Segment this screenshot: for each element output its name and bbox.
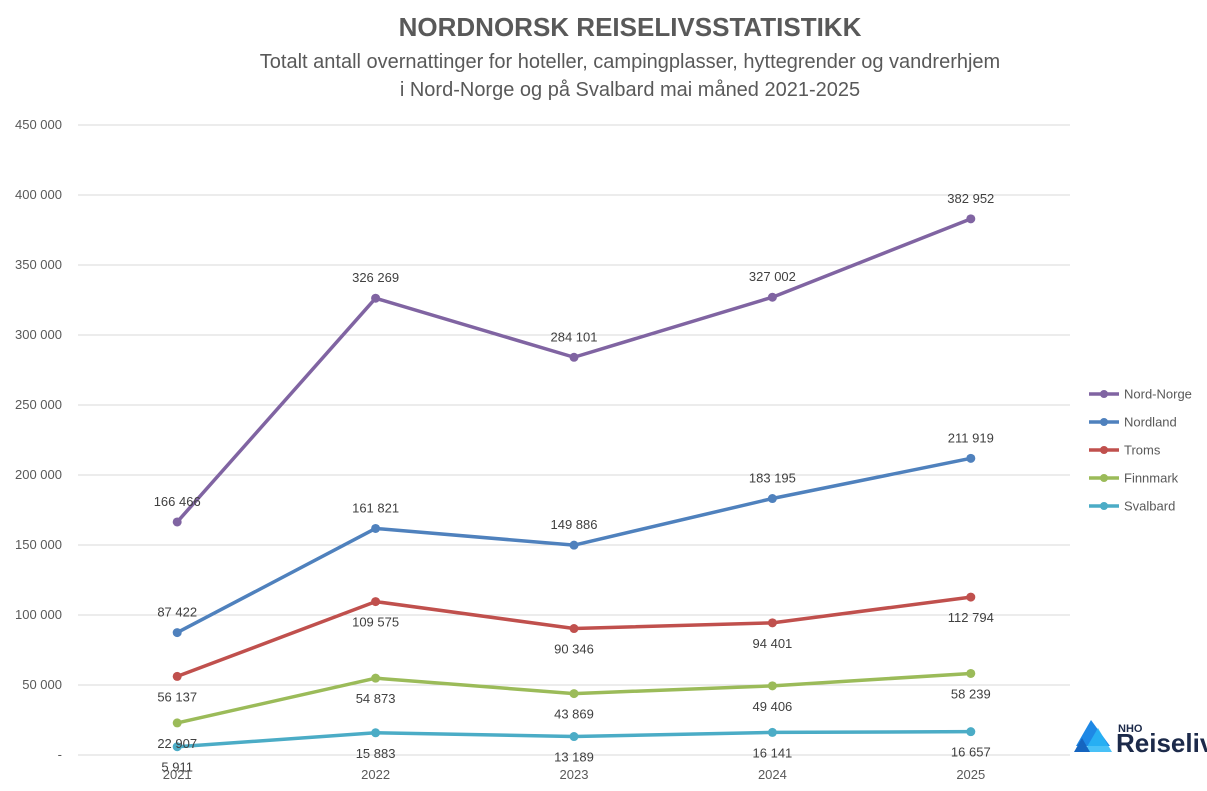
data-label-finnmark: 58 239 <box>951 686 991 701</box>
data-label-svalbard: 16 657 <box>951 745 991 760</box>
x-tick-label: 2025 <box>956 767 985 782</box>
data-point-nord-norge <box>371 293 381 303</box>
data-point-finnmark <box>371 673 381 683</box>
data-point-troms <box>371 597 381 607</box>
x-tick-label: 2024 <box>758 767 787 782</box>
data-point-nordland <box>569 540 579 550</box>
data-label-svalbard: 16 141 <box>753 745 793 760</box>
y-tick-label: 250 000 <box>15 397 62 412</box>
series-line-nord-norge <box>175 217 973 524</box>
data-label-finnmark: 43 869 <box>554 707 594 722</box>
legend-item-troms: Troms <box>1089 443 1161 458</box>
legend-marker <box>1100 418 1108 426</box>
data-label-finnmark: 49 406 <box>753 699 793 714</box>
logo-small-text: NHO <box>1118 723 1143 735</box>
data-label-svalbard: 5 911 <box>161 760 193 775</box>
series-group <box>172 214 976 752</box>
legend-label: Nordland <box>1124 415 1177 430</box>
data-label-nordland: 87 422 <box>157 605 197 620</box>
y-tick-label: 300 000 <box>15 327 62 342</box>
data-point-svalbard <box>569 732 579 742</box>
y-tick-label: 200 000 <box>15 467 62 482</box>
data-labels: 166 466 326 269 284 101 327 002 382 952 87 42… <box>154 191 995 775</box>
data-point-svalbard <box>371 728 381 738</box>
x-tick-label: 2023 <box>560 767 589 782</box>
data-label-troms: 94 401 <box>753 636 793 651</box>
y-tick-label: 150 000 <box>15 537 62 552</box>
data-label-finnmark: 54 873 <box>356 691 396 706</box>
data-label-svalbard: 13 189 <box>554 750 594 765</box>
y-tick-label: 400 000 <box>15 187 62 202</box>
nho-logo-icon <box>1074 720 1112 752</box>
nho-reiseliv-logo: NHO Reiseliv <box>1074 720 1207 758</box>
chart-subtitle-line-2: i Nord-Norge og på Svalbard mai måned 20… <box>400 79 860 101</box>
legend-item-nord-norge: Nord-Norge <box>1089 387 1192 402</box>
gridlines <box>78 124 1070 756</box>
y-axis: - 50 000 100 000 150 000 200 000 250 000 300 0… <box>15 117 62 762</box>
x-tick-label: 2022 <box>361 767 390 782</box>
data-point-svalbard <box>172 742 182 752</box>
x-tick-label: 2021 <box>163 767 192 782</box>
data-label-nordland: 183 195 <box>749 471 796 486</box>
series-line-troms <box>175 595 973 679</box>
data-point-finnmark <box>966 668 976 678</box>
data-label-svalbard: 15 883 <box>356 746 396 761</box>
data-label-finnmark: 22 907 <box>157 736 197 751</box>
data-label-troms: 109 575 <box>352 615 399 630</box>
data-point-svalbard <box>767 727 777 737</box>
data-point-svalbard <box>966 727 976 737</box>
y-tick-label: - <box>58 747 62 762</box>
legend-item-finnmark: Finnmark <box>1089 471 1179 486</box>
data-label-nord-norge: 326 269 <box>352 270 399 285</box>
data-label-nord-norge: 327 002 <box>749 269 796 284</box>
data-point-nordland <box>767 494 777 504</box>
legend-marker <box>1100 446 1108 454</box>
data-point-nord-norge <box>966 214 976 224</box>
data-point-nordland <box>966 453 976 463</box>
legend-label: Nord-Norge <box>1124 387 1192 402</box>
data-label-nordland: 211 919 <box>948 430 994 445</box>
y-tick-label: 450 000 <box>15 117 62 132</box>
data-label-nordland: 149 886 <box>551 517 598 532</box>
data-label-nord-norge: 166 466 <box>154 494 201 509</box>
x-axis: 2021 2022 2023 2024 2025 <box>163 767 986 782</box>
data-label-nordland: 161 821 <box>352 500 399 515</box>
data-label-troms: 90 346 <box>554 642 594 657</box>
data-point-nord-norge <box>172 517 182 527</box>
y-tick-label: 50 000 <box>22 677 62 692</box>
data-label-nord-norge: 284 101 <box>551 329 598 344</box>
data-point-troms <box>966 592 976 602</box>
y-tick-label: 100 000 <box>15 607 62 622</box>
data-point-nord-norge <box>569 352 579 362</box>
data-point-troms <box>767 618 777 628</box>
legend-label: Troms <box>1124 443 1161 458</box>
data-point-troms <box>172 671 182 681</box>
legend-label: Svalbard <box>1124 499 1175 514</box>
data-point-nordland <box>371 523 381 533</box>
legend: Nord-Norge Nordland Troms Finnmark Svalbard <box>1089 387 1192 514</box>
y-tick-label: 350 000 <box>15 257 62 272</box>
legend-marker <box>1100 502 1108 510</box>
data-label-troms: 112 794 <box>948 610 994 625</box>
legend-item-nordland: Nordland <box>1089 415 1177 430</box>
data-point-troms <box>569 624 579 634</box>
data-point-finnmark <box>569 689 579 699</box>
data-point-finnmark <box>767 681 777 691</box>
data-point-nordland <box>172 628 182 638</box>
chart-subtitle-line-1: Totalt antall overnattinger for hoteller… <box>260 51 1000 73</box>
chart-title: NORDNORSK REISELIVSSTATISTIKK <box>399 12 862 42</box>
data-point-finnmark <box>172 718 182 728</box>
legend-item-svalbard: Svalbard <box>1089 499 1175 514</box>
data-label-nord-norge: 382 952 <box>947 191 994 206</box>
data-label-troms: 56 137 <box>157 689 197 704</box>
legend-marker <box>1100 474 1108 482</box>
logo-big-text: Reiseliv <box>1116 728 1207 758</box>
data-point-nord-norge <box>767 292 777 302</box>
legend-label: Finnmark <box>1124 471 1179 486</box>
legend-marker <box>1100 390 1108 398</box>
